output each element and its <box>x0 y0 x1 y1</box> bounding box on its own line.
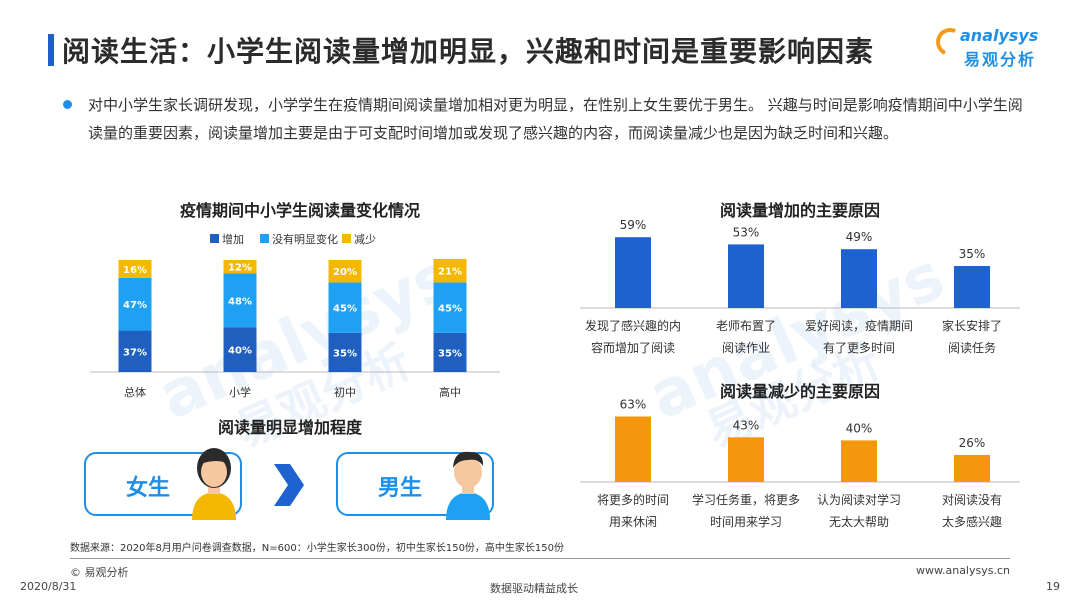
increase-category-label-3-0: 家长安排了 <box>942 318 1002 333</box>
increase-category-label-0-1: 容而增加了阅读 <box>591 340 675 355</box>
increase-category-label-2-1: 有了更多时间 <box>823 341 895 355</box>
footer-date: 2020/8/31 <box>20 580 77 593</box>
bullet-icon <box>63 100 72 109</box>
decrease-chart-title: 阅读量减少的主要原因 <box>719 382 880 401</box>
girl-box: 女生 <box>84 452 242 516</box>
decrease-value-label-0: 63% <box>620 397 647 411</box>
boy-avatar-icon <box>446 451 490 520</box>
data-label-1-1: 48% <box>228 296 252 307</box>
decrease-category-label-0-1: 用来休闲 <box>609 515 657 529</box>
bar-segment-0-3 <box>433 332 467 372</box>
data-label-2-3: 21% <box>438 267 462 278</box>
legend-swatch-2 <box>342 234 351 243</box>
title-accent-bar <box>48 34 54 66</box>
increase-category-label-2-0: 爱好阅读，疫情期间 <box>805 318 913 333</box>
page-title: 阅读生活：小学生阅读量增加明显，兴趣和时间是重要影响因素 <box>62 35 875 68</box>
decrease-category-label-2-0: 认为阅读对学习 <box>817 492 901 507</box>
increase-chart-title: 阅读量增加的主要原因 <box>719 201 880 220</box>
bar-segment-1-2 <box>328 282 362 333</box>
decrease-bar-1 <box>728 437 764 482</box>
stacked-bar-chart: 增加 没有明显变化 减少 37% 47% 16% 总体 40% 48% 12% 小学 35% 45% 20… <box>90 232 500 399</box>
decrease-bar-0 <box>615 416 651 482</box>
increase-bar-0 <box>615 237 651 308</box>
decrease-category-label-2-1: 无太大帮助 <box>829 514 889 529</box>
bar-segment-1-3 <box>433 282 467 333</box>
footer-slogan: 数据驱动精益成长 <box>490 582 578 595</box>
data-label-1-0: 47% <box>123 300 147 311</box>
category-label-3: 高中 <box>439 385 461 399</box>
bar-segment-2-1 <box>223 260 257 274</box>
bar-segment-0-2 <box>328 332 362 372</box>
logo-en: analysys <box>960 26 1039 45</box>
category-label-2: 初中 <box>334 385 356 399</box>
logo-cn: 易观分析 <box>964 50 1037 69</box>
increase-bar-3 <box>954 266 990 308</box>
legend-label-0: 增加 <box>222 232 244 246</box>
girl-avatar-icon <box>192 448 236 520</box>
data-label-1-3: 45% <box>438 304 462 315</box>
increase-category-label-1-0: 老师布置了 <box>716 319 776 333</box>
bar-segment-1-1 <box>223 273 257 328</box>
footer-url: www.analysys.cn <box>916 564 1010 577</box>
data-label-0-2: 35% <box>333 348 357 359</box>
increase-category-label-0-0: 发现了感兴趣的内 <box>585 318 681 333</box>
footer-divider <box>70 558 1010 559</box>
page-number: 19 <box>1046 580 1060 593</box>
increase-category-label-1-1: 阅读作业 <box>722 341 770 355</box>
bar-segment-0-0 <box>118 330 152 372</box>
legend-swatch-0 <box>210 234 219 243</box>
data-label-2-0: 16% <box>123 265 147 276</box>
boy-box: 男生 <box>336 452 494 516</box>
data-label-0-0: 37% <box>123 347 147 358</box>
bar-segment-2-3 <box>433 258 467 283</box>
data-label-0-1: 40% <box>228 346 252 357</box>
increase-value-label-3: 35% <box>959 247 986 261</box>
decrease-bar-2 <box>841 440 877 482</box>
bar-segment-0-1 <box>223 327 257 372</box>
decrease-category-label-3-1: 太多感兴趣 <box>942 514 1002 529</box>
decrease-category-label-1-1: 时间用来学习 <box>710 514 782 529</box>
stacked-chart-title: 疫情期间中小学生阅读量变化情况 <box>179 201 420 220</box>
data-label-2-2: 20% <box>333 267 357 278</box>
data-label-1-2: 45% <box>333 304 357 315</box>
decrease-category-label-0-0: 将更多的时间 <box>597 492 669 507</box>
legend-label-1: 没有明显变化 <box>272 232 338 246</box>
increase-value-label-1: 53% <box>733 225 760 239</box>
increase-category-label-3-1: 阅读任务 <box>948 340 996 355</box>
decrease-value-label-2: 40% <box>846 421 873 435</box>
decrease-value-label-3: 26% <box>959 436 986 450</box>
analysys-logo: analysys 易观分析 <box>930 24 1040 72</box>
increase-value-label-0: 59% <box>620 218 647 232</box>
legend-label-2: 减少 <box>354 233 376 246</box>
decrease-bar-3 <box>954 454 990 482</box>
legend-swatch-1 <box>260 234 269 243</box>
girl-label: 女生 <box>126 476 171 501</box>
decrease-category-label-1-0: 学习任务重，将更多 <box>692 492 800 507</box>
data-label-2-1: 12% <box>228 263 252 274</box>
category-label-0: 总体 <box>124 385 146 399</box>
bar-segment-1-0 <box>118 277 152 331</box>
increase-bar-1 <box>728 244 764 308</box>
boy-label: 男生 <box>378 476 423 501</box>
bar-segment-2-0 <box>118 260 152 278</box>
comparison-title: 阅读量明显增加程度 <box>217 418 362 437</box>
decrease-category-label-3-0: 对阅读没有 <box>942 492 1002 507</box>
category-label-1: 小学 <box>229 385 251 399</box>
arrow-right-icon <box>274 464 304 506</box>
increase-bar-2 <box>841 249 877 308</box>
decrease-value-label-1: 43% <box>733 418 760 432</box>
bar-segment-2-2 <box>328 260 362 283</box>
intro-paragraph: 对中小学生家长调研发现，小学学生在疫情期间阅读量增加相对更为明显，在性别上女生要… <box>88 96 1023 142</box>
data-label-0-3: 35% <box>438 348 462 359</box>
copyright: © 易观分析 <box>70 566 129 579</box>
data-source-note: 数据来源：2020年8月用户问卷调查数据，N=600：小学生家长300份，初中生… <box>70 543 565 554</box>
increase-value-label-2: 49% <box>846 230 873 244</box>
